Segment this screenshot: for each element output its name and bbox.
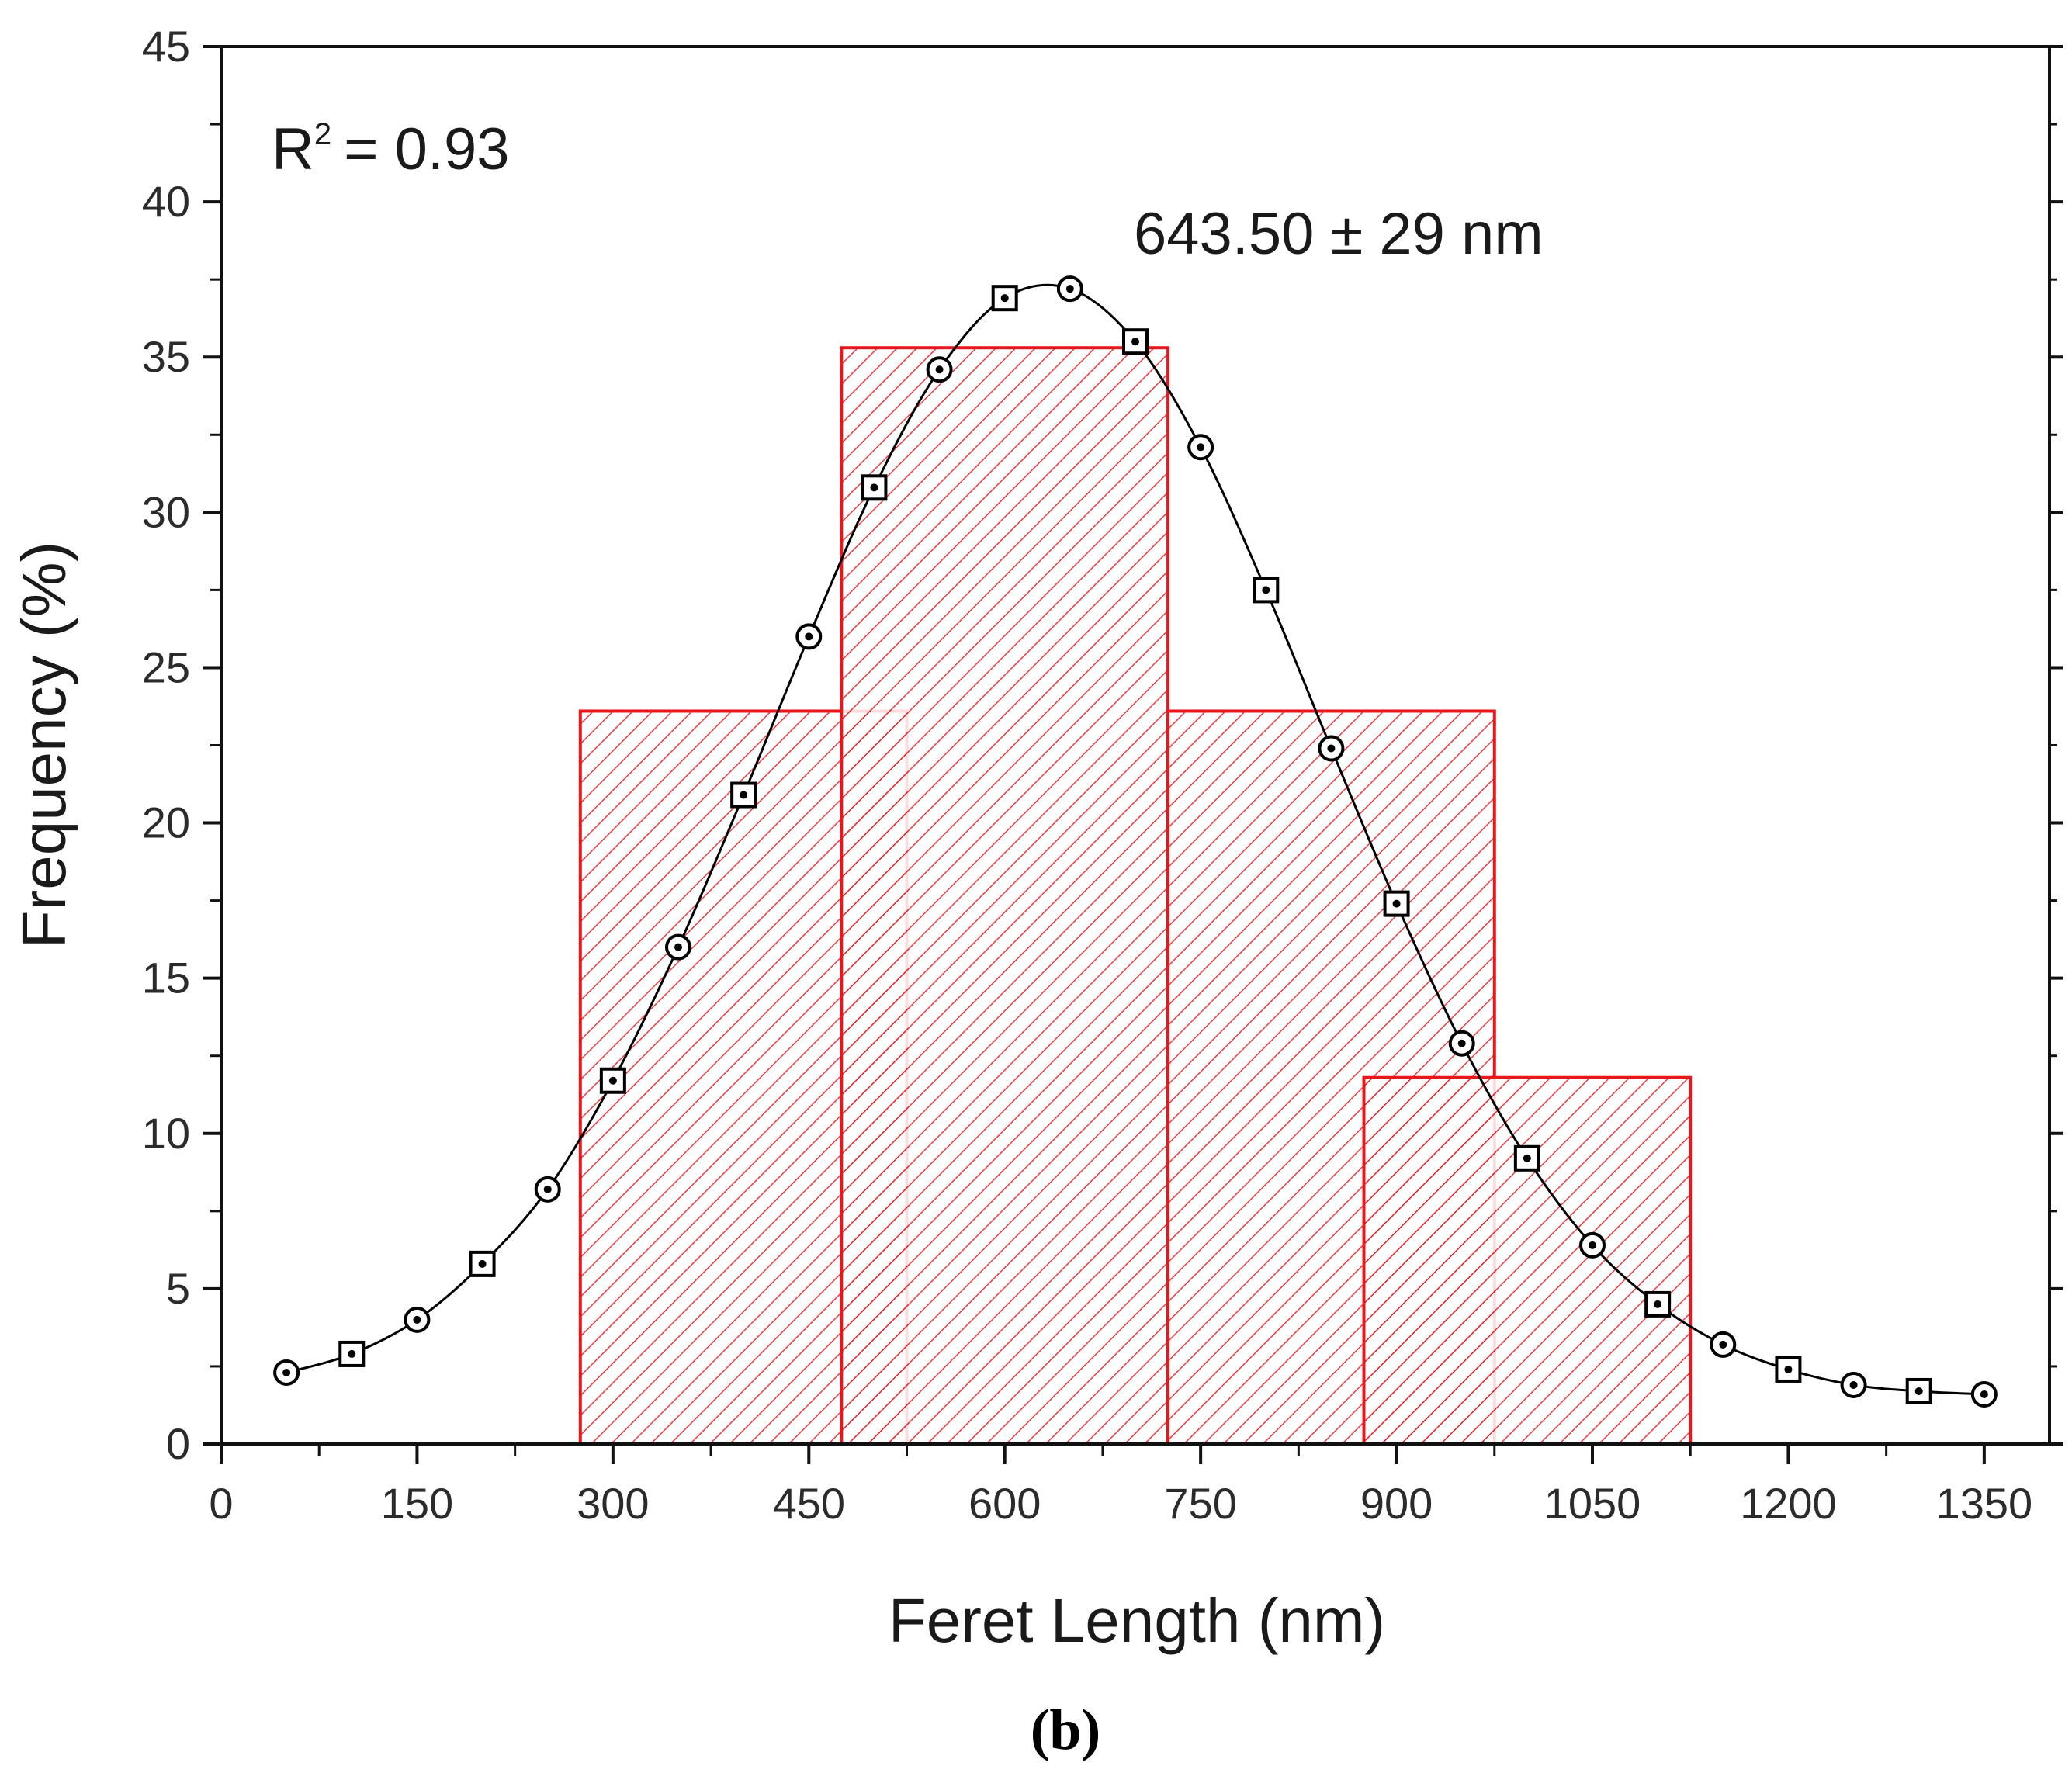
x-axis-label: Feret Length (nm) xyxy=(889,1586,1385,1655)
r-squared-prefix: R xyxy=(272,116,314,182)
fit-point xyxy=(926,356,953,383)
x-tick-label: 450 xyxy=(773,1479,845,1528)
y-tick-label: 45 xyxy=(142,22,190,71)
y-tick-label: 10 xyxy=(142,1109,190,1158)
fit-point xyxy=(1905,1377,1932,1404)
x-tick-label: 750 xyxy=(1164,1479,1236,1528)
x-tick-label: 1350 xyxy=(1936,1479,2033,1528)
y-tick-label: 5 xyxy=(166,1264,190,1313)
r-squared-value: = 0.93 xyxy=(344,116,509,182)
fit-point xyxy=(338,1340,366,1367)
fit-point xyxy=(1318,735,1345,762)
fit-point xyxy=(1448,1030,1475,1057)
x-tick-label: 1050 xyxy=(1544,1479,1641,1528)
fit-point xyxy=(599,1067,626,1094)
fit-point xyxy=(1187,434,1214,461)
fit-point xyxy=(1840,1371,1867,1398)
x-tick-label: 600 xyxy=(968,1479,1041,1528)
x-tick-label: 1200 xyxy=(1740,1479,1837,1528)
histogram-bar-2 xyxy=(840,346,1170,1446)
fit-point xyxy=(534,1176,561,1203)
fit-point xyxy=(404,1306,431,1333)
x-tick-label: 0 xyxy=(209,1479,233,1528)
fit-point xyxy=(1775,1356,1802,1383)
fit-point xyxy=(1970,1380,1998,1408)
y-tick-label: 30 xyxy=(142,487,190,536)
fit-point xyxy=(1383,890,1410,917)
fit-point xyxy=(469,1250,496,1277)
y-tick-label: 35 xyxy=(142,332,190,381)
y-tick-label: 20 xyxy=(142,798,190,847)
fit-curve-group xyxy=(273,275,1998,1408)
fit-point xyxy=(1513,1144,1540,1172)
fit-point xyxy=(795,623,823,650)
mean-size-annotation: 643.50 ± 29 nm xyxy=(1134,201,1544,267)
y-tick-label: 0 xyxy=(166,1419,190,1468)
x-tick-label: 900 xyxy=(1360,1479,1433,1528)
x-axis: 0 150 300 450 600 750 900 1050 1200 1350 xyxy=(209,1444,2032,1528)
figure-caption: (b) xyxy=(1031,1698,1100,1762)
y-tick-label: 40 xyxy=(142,177,190,226)
fit-point xyxy=(861,474,888,501)
fit-point xyxy=(1253,577,1280,604)
histogram-bars xyxy=(578,346,1693,1446)
fit-point xyxy=(1122,328,1149,355)
fit-point xyxy=(1710,1331,1737,1358)
fit-point xyxy=(1644,1290,1672,1318)
x-tick-label: 300 xyxy=(577,1479,649,1528)
r-squared-annotation: R2 = 0.93 xyxy=(272,116,510,182)
r-squared-superscript: 2 xyxy=(314,117,331,151)
x-tick-label: 150 xyxy=(381,1479,453,1528)
y-tick-label: 15 xyxy=(142,954,190,1002)
fit-point xyxy=(1056,275,1083,303)
fit-point xyxy=(730,781,757,809)
fit-point xyxy=(991,285,1018,312)
fit-point xyxy=(665,933,691,961)
y-axis: 0 5 10 15 20 25 30 35 40 45 xyxy=(142,22,2063,1468)
fit-point xyxy=(1579,1231,1606,1259)
fit-point xyxy=(273,1359,300,1386)
y-axis-label: Frequency (%) xyxy=(9,542,78,949)
y-tick-label: 25 xyxy=(142,642,190,691)
histogram-bar-4 xyxy=(1362,1075,1693,1446)
